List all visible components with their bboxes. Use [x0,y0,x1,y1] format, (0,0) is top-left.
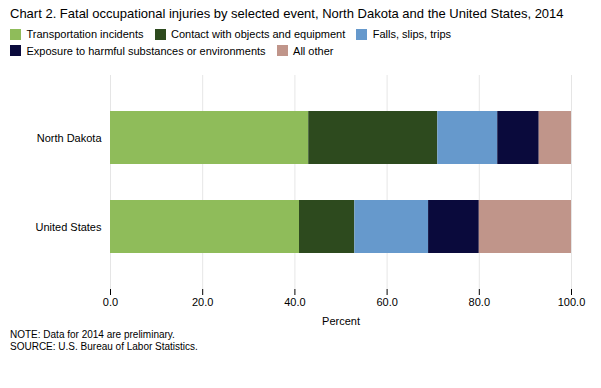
svg-text:60.0: 60.0 [376,296,397,308]
svg-text:20.0: 20.0 [192,296,213,308]
html-text:Exposure to harmful substances: Exposure to harmful substances or enviro… [26,44,266,57]
html-text:Contact with objects and equip: Contact with objects and equipment [171,28,346,41]
html-text:Transportation incidents: Transportation incidents [26,28,144,41]
svg-text:North Dakota: North Dakota [37,131,103,143]
svg-text:Percent: Percent [322,314,360,326]
svg-text:United States: United States [35,220,102,232]
html-text:SOURCE: U.S. Bureau of Labor S: SOURCE: U.S. Bureau of Labor Statistics. [10,340,198,352]
html-text:NOTE: Data for 2014 are prelim: NOTE: Data for 2014 are preliminary. [10,328,175,340]
svg-text:0.0: 0.0 [103,296,118,308]
svg-text:80.0: 80.0 [469,296,490,308]
svg-text:40.0: 40.0 [284,296,305,308]
html-text:All other: All other [293,44,334,57]
html-text:Chart 2. Fatal occupational in: Chart 2. Fatal occupational injuries by … [10,6,564,21]
svg-text:100.0: 100.0 [558,296,586,308]
html-text:Falls, slips, trips: Falls, slips, trips [372,28,451,41]
